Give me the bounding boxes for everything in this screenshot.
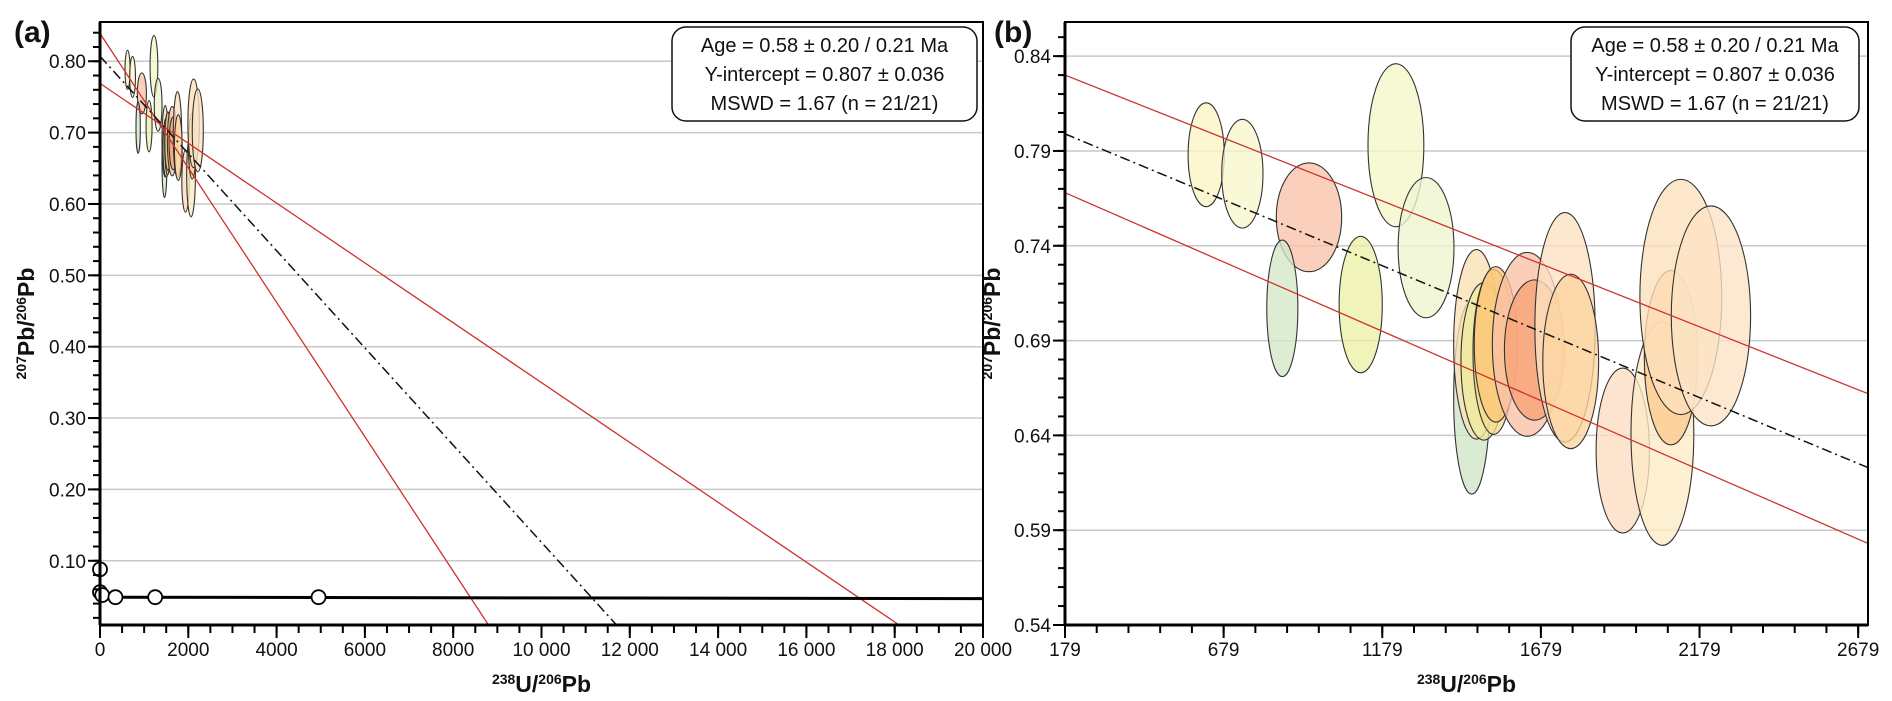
y-tick-label: 0.64 [1014,426,1051,447]
x-tick-label: 2000 [167,640,209,661]
concordia-curve [100,595,983,601]
x-axis-title-superscript: 206 [538,671,562,687]
y-axis-title-superscript: 207 [979,356,995,380]
error-ellipse [1221,118,1264,229]
regression-line [1065,133,1868,469]
y-axis-title-text: Pb [979,268,1005,297]
error-ellipse [1670,205,1752,427]
y-axis-title-superscript: 206 [13,297,29,321]
error-ellipse [1187,102,1225,208]
panel-b: 0.54 0.59 0.64 0.69 0.74 0.79 0.84 179 679 1179 16… [979,16,1879,697]
y-tick-label: 0.59 [1014,521,1051,542]
y-axis-title-superscript: 206 [979,297,995,321]
y-tick-label: 0.80 [49,52,86,73]
x-tick-label: 1679 [1520,640,1562,661]
error-envelope-line [1065,74,1868,395]
y-axis-title: 207Pb/206Pb [13,268,39,380]
x-tick-label: 18 000 [866,640,924,661]
x-axis-title-text: Pb [562,671,591,697]
statistics-box-frame [671,26,978,122]
plot-area [100,33,983,625]
y-tick-label: 0.70 [49,124,86,145]
x-axis-title: 238U/206Pb [492,671,591,697]
x-tick-label: 0 [95,640,106,661]
y-tick-label: 0.84 [1014,47,1051,68]
x-tick-label: 179 [1049,640,1081,661]
y-tick-label: 0.54 [1014,616,1051,637]
statistics-line: MSWD = 1.67 (n = 21/21) [711,93,939,115]
x-axis-title-superscript: 238 [1417,671,1441,687]
error-ellipse [1367,63,1425,228]
concordia-age-marker [147,589,164,606]
error-ellipse [1542,273,1600,450]
y-tick-label: 0.69 [1014,332,1051,353]
y-tick-label: 0.74 [1014,237,1051,258]
statistics-line: Y-intercept = 0.807 ± 0.036 [705,64,945,86]
y-tick-label: 0.79 [1014,142,1051,163]
x-axis-title-superscript: 206 [1463,671,1487,687]
x-axis-title: 238U/206Pb [1417,671,1516,697]
x-tick-label: 8000 [432,640,474,661]
y-tick-label: 0.40 [49,338,86,359]
statistics-line: Age = 0.58 ± 0.20 / 0.21 Ma [701,35,949,57]
error-ellipse [1275,162,1343,273]
error-ellipse [136,72,147,115]
x-axis-title-text: U/ [515,671,539,697]
x-tick-label: 1179 [1362,640,1403,661]
statistics-box-frame [1570,26,1860,122]
y-tick-label: 0.60 [49,195,86,216]
x-tick-label: 12 000 [601,640,659,661]
panel-label: (b) [994,16,1032,49]
y-tick-label: 0.50 [49,266,86,287]
x-axis-title-text: Pb [1487,671,1516,697]
statistics-line: Y-intercept = 0.807 ± 0.036 [1595,64,1835,86]
x-tick-label: 10 000 [512,640,570,661]
error-ellipse [1266,239,1299,378]
x-tick-label: 14 000 [689,640,747,661]
x-tick-label: 2679 [1837,640,1879,661]
y-axis-title-text: Pb [13,268,39,297]
x-tick-label: 16 000 [777,640,835,661]
error-ellipse [145,99,153,153]
error-envelope-line [100,82,900,625]
concordia-age-marker [310,589,327,606]
y-axis-title: 207Pb/206Pb [979,268,1005,380]
y-axis-title-text: Pb/ [979,320,1005,356]
panel-label: (a) [14,16,51,49]
y-tick-label: 0.20 [49,480,86,501]
statistics-line: Age = 0.58 ± 0.20 / 0.21 Ma [1591,35,1839,57]
regression-line [100,55,618,625]
y-axis-title-superscript: 207 [13,356,29,380]
x-tick-label: 6000 [344,640,386,661]
error-envelope-line [1065,192,1868,545]
x-tick-label: 20 000 [954,640,1012,661]
x-tick-label: 679 [1208,640,1240,661]
concordia-age-marker [107,589,124,606]
error-ellipse [135,101,141,154]
x-tick-label: 4000 [255,640,297,661]
error-ellipse [1338,235,1383,374]
x-tick-label: 2179 [1678,640,1720,661]
y-tick-label: 0.10 [49,552,86,573]
error-envelope-line [100,33,490,625]
statistics-box: Age = 0.58 ± 0.20 / 0.21 Ma Y-intercept =… [671,26,978,122]
plot-area [1065,63,1868,546]
panel-a: 0.10 0.20 0.30 0.40 0.50 0.60 0.70 0.80 0 2000 400… [13,16,1012,697]
error-ellipse [129,55,137,98]
error-ellipse [1397,176,1455,319]
y-tick-label: 0.30 [49,409,86,430]
x-axis-title-text: U/ [1440,671,1464,697]
error-ellipse [191,88,204,173]
x-axis-title-superscript: 238 [492,671,516,687]
y-axis-title-text: Pb/ [13,320,39,356]
statistics-box: Age = 0.58 ± 0.20 / 0.21 Ma Y-intercept =… [1570,26,1860,122]
statistics-line: MSWD = 1.67 (n = 21/21) [1601,93,1829,115]
